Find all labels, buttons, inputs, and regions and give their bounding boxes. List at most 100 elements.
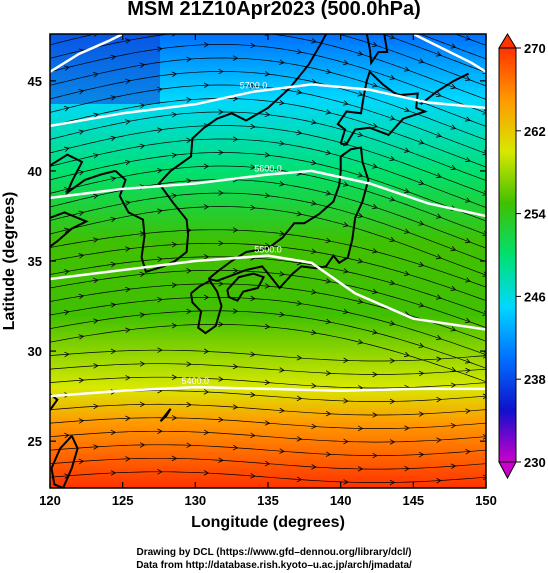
wind-arrowhead [110,302,117,308]
streamline [50,242,486,301]
height-contour [50,385,486,398]
wind-arrowhead [64,309,70,316]
wind-arrowhead [78,377,85,384]
wind-arrowhead [157,86,163,93]
colorbar-tick-label: 246 [524,289,546,304]
streamline [36,0,501,37]
wind-arrowhead [465,116,471,122]
wind-arrowhead [372,2,377,7]
wind-arrowhead [418,220,425,226]
wind-arrowhead [372,203,378,210]
wind-arrowhead [311,200,317,206]
wind-arrowhead [203,294,210,301]
wind-arrowhead [450,382,457,388]
wind-arrowhead [418,261,425,267]
wind-arrowhead [264,71,271,77]
wind-arrowhead [171,322,178,329]
wind-arrowhead [311,38,317,44]
wind-arrowhead [435,91,442,98]
wind-arrowhead [139,361,146,367]
wind-arrowhead [78,253,85,259]
x-axis-label: Longitude (degrees) [191,514,345,531]
x-tick-label: 145 [402,493,424,508]
height-contour [50,169,486,218]
wind-arrowhead [403,66,410,72]
wind-arrowhead [435,172,442,179]
wind-arrowhead [186,56,192,63]
wind-arrowhead [93,237,99,243]
colorbar-ticks: 230 238 246 254 262 270 [516,41,546,470]
wind-arrowhead [389,398,396,405]
wind-arrowhead [450,83,457,90]
wind-arrowhead [125,119,131,125]
wind-arrowhead [63,106,70,112]
wind-arrowhead [140,22,145,27]
wind-arrowhead [264,420,271,426]
wind-arrowhead [358,10,363,15]
wind-arrowhead [157,256,163,263]
coastline-korea [114,126,205,274]
wind-arrowhead [110,135,117,142]
wind-arrowhead [232,363,239,370]
wind-arrowhead [389,439,396,445]
wind-arrowhead [78,293,85,300]
wind-arrowhead [250,392,256,398]
wind-arrowhead [157,208,163,214]
wind-arrowhead [296,48,303,55]
wind-arrowhead [435,254,442,260]
wind-arrowhead [389,196,396,202]
wind-arrowhead [372,371,378,378]
wind-arrowhead [218,416,224,423]
wind-arrowhead [279,99,285,106]
wind-arrowhead [125,38,131,44]
wind-arrowhead [79,8,84,13]
coastline-kuril [419,72,470,106]
colorbar-tick-label: 238 [524,372,546,387]
coastline-china-east [50,153,116,196]
wind-arrowhead [63,227,70,233]
wind-arrowhead [250,295,256,302]
wind-arrowhead [157,297,163,303]
wind-arrowhead [372,452,378,459]
wind-arrowhead [279,140,285,146]
wind-arrowhead [264,192,271,199]
wind-arrowhead [232,404,239,410]
wind-arrowhead [250,164,256,170]
wind-arrowhead [311,119,317,125]
wind-arrowhead [279,19,284,24]
wind-arrowhead [418,370,425,377]
wind-arrowhead [157,167,163,174]
wind-arrowhead [403,228,410,234]
streamline [50,323,486,383]
wind-arrowhead [343,308,349,315]
wind-arrowhead [203,348,210,355]
y-axis-label: Latitude (degrees) [1,192,18,331]
wind-arrowhead [93,318,99,324]
wind-arrowhead [93,112,99,118]
wind-arrowhead [110,216,117,223]
wind-arrowhead [232,55,239,61]
coastline-kyushu [190,279,223,335]
wind-arrowhead [325,68,332,75]
streamline [50,296,486,356]
wind-arrowhead [264,152,271,158]
wind-arrowhead [343,479,349,485]
wind-arrowhead [465,358,471,364]
wind-arrowhead [186,16,191,21]
wind-arrowhead [296,395,303,402]
page-title: MSM 21Z10Apr2023 (500.0hPa) [127,0,421,20]
wind-arrowhead [279,271,285,277]
wind-arrowhead [296,436,303,442]
wind-arrowhead [343,357,349,364]
height-contours: 5400.0 5500.0 5600.0 5700.0 [50,34,486,398]
wind-arrowhead [372,163,378,169]
streamline [50,457,486,470]
x-tick-label: 120 [39,493,61,508]
wind-arrowhead [64,351,70,358]
coastline-shikoku [226,272,266,302]
wind-arrowhead [357,258,364,264]
wind-arrowhead [436,437,442,443]
wind-arrowhead [436,477,442,484]
y-tick-label: 40 [28,164,42,179]
